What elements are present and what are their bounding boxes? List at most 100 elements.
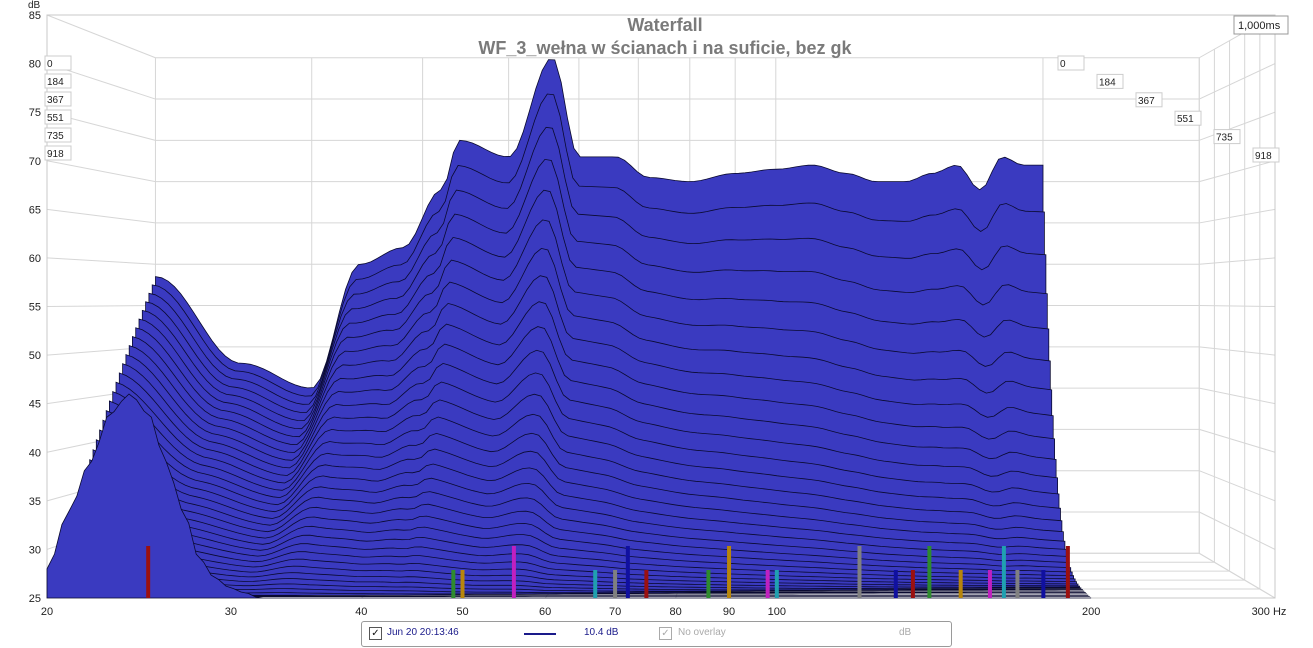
grid-line-side xyxy=(46,160,156,183)
chart-subtitle: WF_3_wełna w ścianach i na suficie, bez … xyxy=(478,38,852,58)
y-tick-label: 60 xyxy=(29,253,41,265)
time-tick-box-right xyxy=(1252,147,1280,163)
time-tick-box-left xyxy=(44,109,72,125)
x-tick-label: 30 xyxy=(225,606,237,618)
grid-line-side xyxy=(1199,63,1276,100)
y-tick-label: 30 xyxy=(29,544,41,556)
peak-marker xyxy=(774,570,779,598)
chart-title: Waterfall xyxy=(627,15,703,35)
time-tick-label-right: 184 xyxy=(1099,77,1116,88)
time-tick-box-right xyxy=(1057,55,1085,71)
time-tick-label-right: 0 xyxy=(1060,59,1066,70)
grid-line-side xyxy=(1199,387,1276,405)
peak-marker xyxy=(958,570,963,598)
peak-marker xyxy=(910,570,915,598)
peak-marker xyxy=(644,570,649,598)
y-tick-label: 25 xyxy=(29,593,41,605)
grid-line-side xyxy=(1199,470,1276,502)
legend-unit: dB xyxy=(899,627,912,638)
grid-line-side xyxy=(1199,428,1276,453)
y-tick-label: 80 xyxy=(29,59,41,71)
peak-marker xyxy=(765,570,770,598)
peak-marker xyxy=(625,546,630,598)
time-tick-label-left: 367 xyxy=(47,95,64,106)
peak-marker xyxy=(460,570,465,598)
overlay-checkbox[interactable]: ✓ xyxy=(659,627,672,640)
y-tick-label: 50 xyxy=(29,350,41,362)
time-axis-label: 1,000ms xyxy=(1238,20,1281,32)
y-tick-label: 55 xyxy=(29,302,41,314)
y-tick-label: 85 xyxy=(29,10,41,22)
time-tick-label-left: 551 xyxy=(47,113,64,124)
peak-marker xyxy=(727,546,732,598)
peak-markers xyxy=(146,546,1070,598)
grid-line-side xyxy=(46,305,156,307)
peak-marker xyxy=(1041,570,1046,598)
time-tick-box-right xyxy=(1174,110,1202,126)
time-tick-label-left: 0 xyxy=(47,59,53,70)
time-tick-box-left xyxy=(44,55,72,71)
time-tick-box-left xyxy=(44,91,72,107)
legend-bar: ✓ Jun 20 20:13:46 10.4 dB ✓ No overlay d… xyxy=(361,621,952,647)
x-tick-label: 200 xyxy=(1082,606,1100,618)
time-tick-box-left xyxy=(44,73,72,89)
x-tick-label: 20 xyxy=(41,606,53,618)
y-tick-label: 45 xyxy=(29,399,41,411)
waterfall-slice xyxy=(46,393,1092,599)
x-tick-label: 300 Hz xyxy=(1252,606,1287,618)
grid-line-side xyxy=(1199,111,1276,141)
grid-line-side xyxy=(1198,552,1276,599)
grid-line-side xyxy=(46,14,156,59)
y-unit-label: dB xyxy=(28,0,41,11)
time-tick-label-left: 184 xyxy=(47,77,64,88)
time-tick-label-left: 918 xyxy=(47,149,64,160)
grid-line-side xyxy=(1199,305,1276,307)
y-tick-label: 70 xyxy=(29,156,41,168)
time-tick-box-right xyxy=(1096,73,1124,89)
y-tick-label: 75 xyxy=(29,107,41,119)
legend-overlay: No overlay xyxy=(678,627,726,638)
x-tick-label: 50 xyxy=(456,606,468,618)
time-tick-label-right: 367 xyxy=(1138,96,1155,107)
grid-line-side xyxy=(46,208,156,224)
legend-level: 10.4 dB xyxy=(584,627,619,638)
peak-marker xyxy=(451,570,456,598)
peak-marker xyxy=(927,546,932,598)
time-tick-box-right xyxy=(1135,92,1163,108)
peak-marker xyxy=(857,546,862,598)
axes: 20 30 40 50 60 70 80 90 100 200 300 Hz 25 30 35 40 45 50… xyxy=(28,0,1289,618)
peak-marker xyxy=(146,546,151,598)
time-axis-box xyxy=(1233,15,1289,35)
peak-marker xyxy=(1015,570,1020,598)
time-tick-label-right: 551 xyxy=(1177,114,1194,125)
peak-marker xyxy=(987,570,992,598)
waterfall-slice xyxy=(66,531,1083,591)
x-tick-label: 40 xyxy=(355,606,367,618)
x-tick-label: 100 xyxy=(768,606,786,618)
peak-marker xyxy=(1001,546,1006,598)
peak-marker xyxy=(511,546,516,598)
time-tick-box-left xyxy=(44,127,72,143)
time-tick-label-left: 735 xyxy=(47,131,64,142)
grid-line-side xyxy=(1199,346,1276,356)
y-tick-label: 40 xyxy=(29,447,41,459)
measurement-checkbox[interactable]: ✓ xyxy=(369,627,382,640)
time-tick-box-left xyxy=(44,145,72,161)
peak-marker xyxy=(893,570,898,598)
grid-line-side xyxy=(46,257,156,265)
time-tick-box-right xyxy=(1213,129,1241,145)
grid-line-side xyxy=(1199,160,1276,183)
legend-line-swatch xyxy=(524,633,556,635)
grid-line-side xyxy=(1199,208,1276,224)
peak-marker xyxy=(706,570,711,598)
waterfall-slice xyxy=(69,521,1082,589)
x-tick-label: 80 xyxy=(670,606,682,618)
y-tick-label: 35 xyxy=(29,496,41,508)
x-tick-label: 60 xyxy=(539,606,551,618)
peak-marker xyxy=(613,570,618,598)
peak-marker xyxy=(1065,546,1070,598)
x-tick-label: 90 xyxy=(723,606,735,618)
legend-date: Jun 20 20:13:46 xyxy=(387,627,459,638)
